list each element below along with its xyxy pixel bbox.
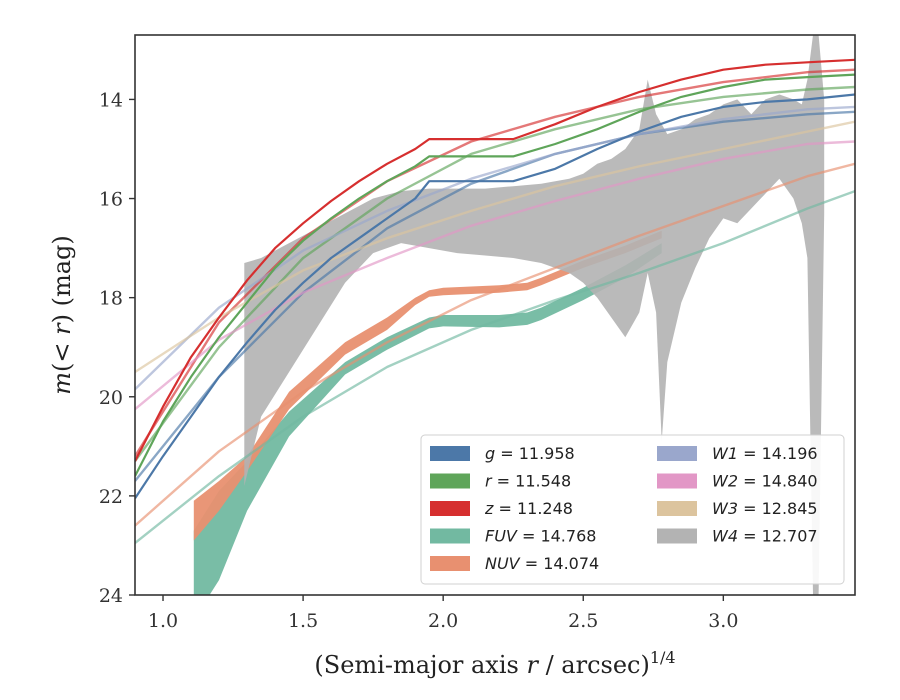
y-tick-label: 16 [99, 189, 123, 211]
plot-frame [134, 34, 856, 596]
w1-legend-label: W1 = 14.196 [712, 444, 818, 463]
w3-legend-label: W3 = 12.845 [712, 499, 818, 518]
w4-legend-swatch [657, 528, 697, 544]
y-tick-label: 14 [99, 89, 123, 111]
x-axis: 1.0 1.5 2.0 2.5 3.0 [148, 595, 738, 632]
z-legend-label: z = 11.248 [484, 499, 573, 518]
z-legend-swatch [430, 501, 470, 516]
w2-legend-swatch [657, 473, 697, 489]
w2-legend-label: W2 = 14.840 [712, 472, 818, 491]
fuv-legend-label: FUV = 14.768 [485, 527, 596, 546]
legend-box [420, 434, 845, 585]
r-measured-curve [135, 73, 855, 477]
nuv-model-curve [135, 162, 855, 527]
y-tick-label: 24 [99, 585, 123, 607]
nuv-legend-label: NUV = 14.074 [485, 554, 599, 573]
x-axis-label: (Semi-major axis r / arcsec)1/4 [314, 648, 675, 679]
x-tick-label: 1.0 [148, 610, 178, 632]
fuv-model-curve [135, 189, 855, 544]
curve-lines [135, 58, 855, 544]
nuv-measured-band [193, 230, 662, 541]
y-tick-label: 22 [99, 486, 123, 508]
y-tick-label: 20 [99, 387, 123, 409]
w1-model-curve [135, 105, 855, 391]
g-legend-label: g = 11.958 [485, 444, 575, 463]
g-model-curve [135, 110, 855, 482]
x-tick-label: 3.0 [708, 610, 738, 632]
r-legend-label: r = 11.548 [485, 472, 571, 491]
g-measured-curve [135, 93, 855, 500]
x-tick-label: 2.0 [428, 610, 458, 632]
r-model-curve [135, 85, 855, 462]
z-measured-curve [135, 58, 855, 462]
r-legend-swatch [430, 473, 470, 489]
y-tick-label: 18 [99, 288, 123, 310]
w4-legend-label: W4 = 12.707 [712, 527, 818, 546]
w3-model-curve [135, 120, 855, 374]
fuv-legend-swatch [430, 528, 470, 544]
nuv-legend-swatch [430, 556, 470, 571]
w4-measured-band [244, 35, 825, 595]
y-axis: 14 16 18 20 22 24 [99, 89, 135, 607]
legend: g = 11.958 r = 11.548 z = 11.248 FUV = 14.7… [420, 434, 845, 585]
x-tick-label: 2.5 [568, 610, 598, 632]
g-legend-swatch [430, 446, 470, 461]
measured-bands [193, 35, 825, 595]
x-tick-label: 1.5 [288, 610, 318, 632]
w2-model-curve [135, 140, 855, 411]
y-axis-label: m(< r) (mag) [48, 235, 76, 395]
w1-legend-swatch [657, 446, 697, 461]
w3-legend-swatch [657, 501, 697, 516]
